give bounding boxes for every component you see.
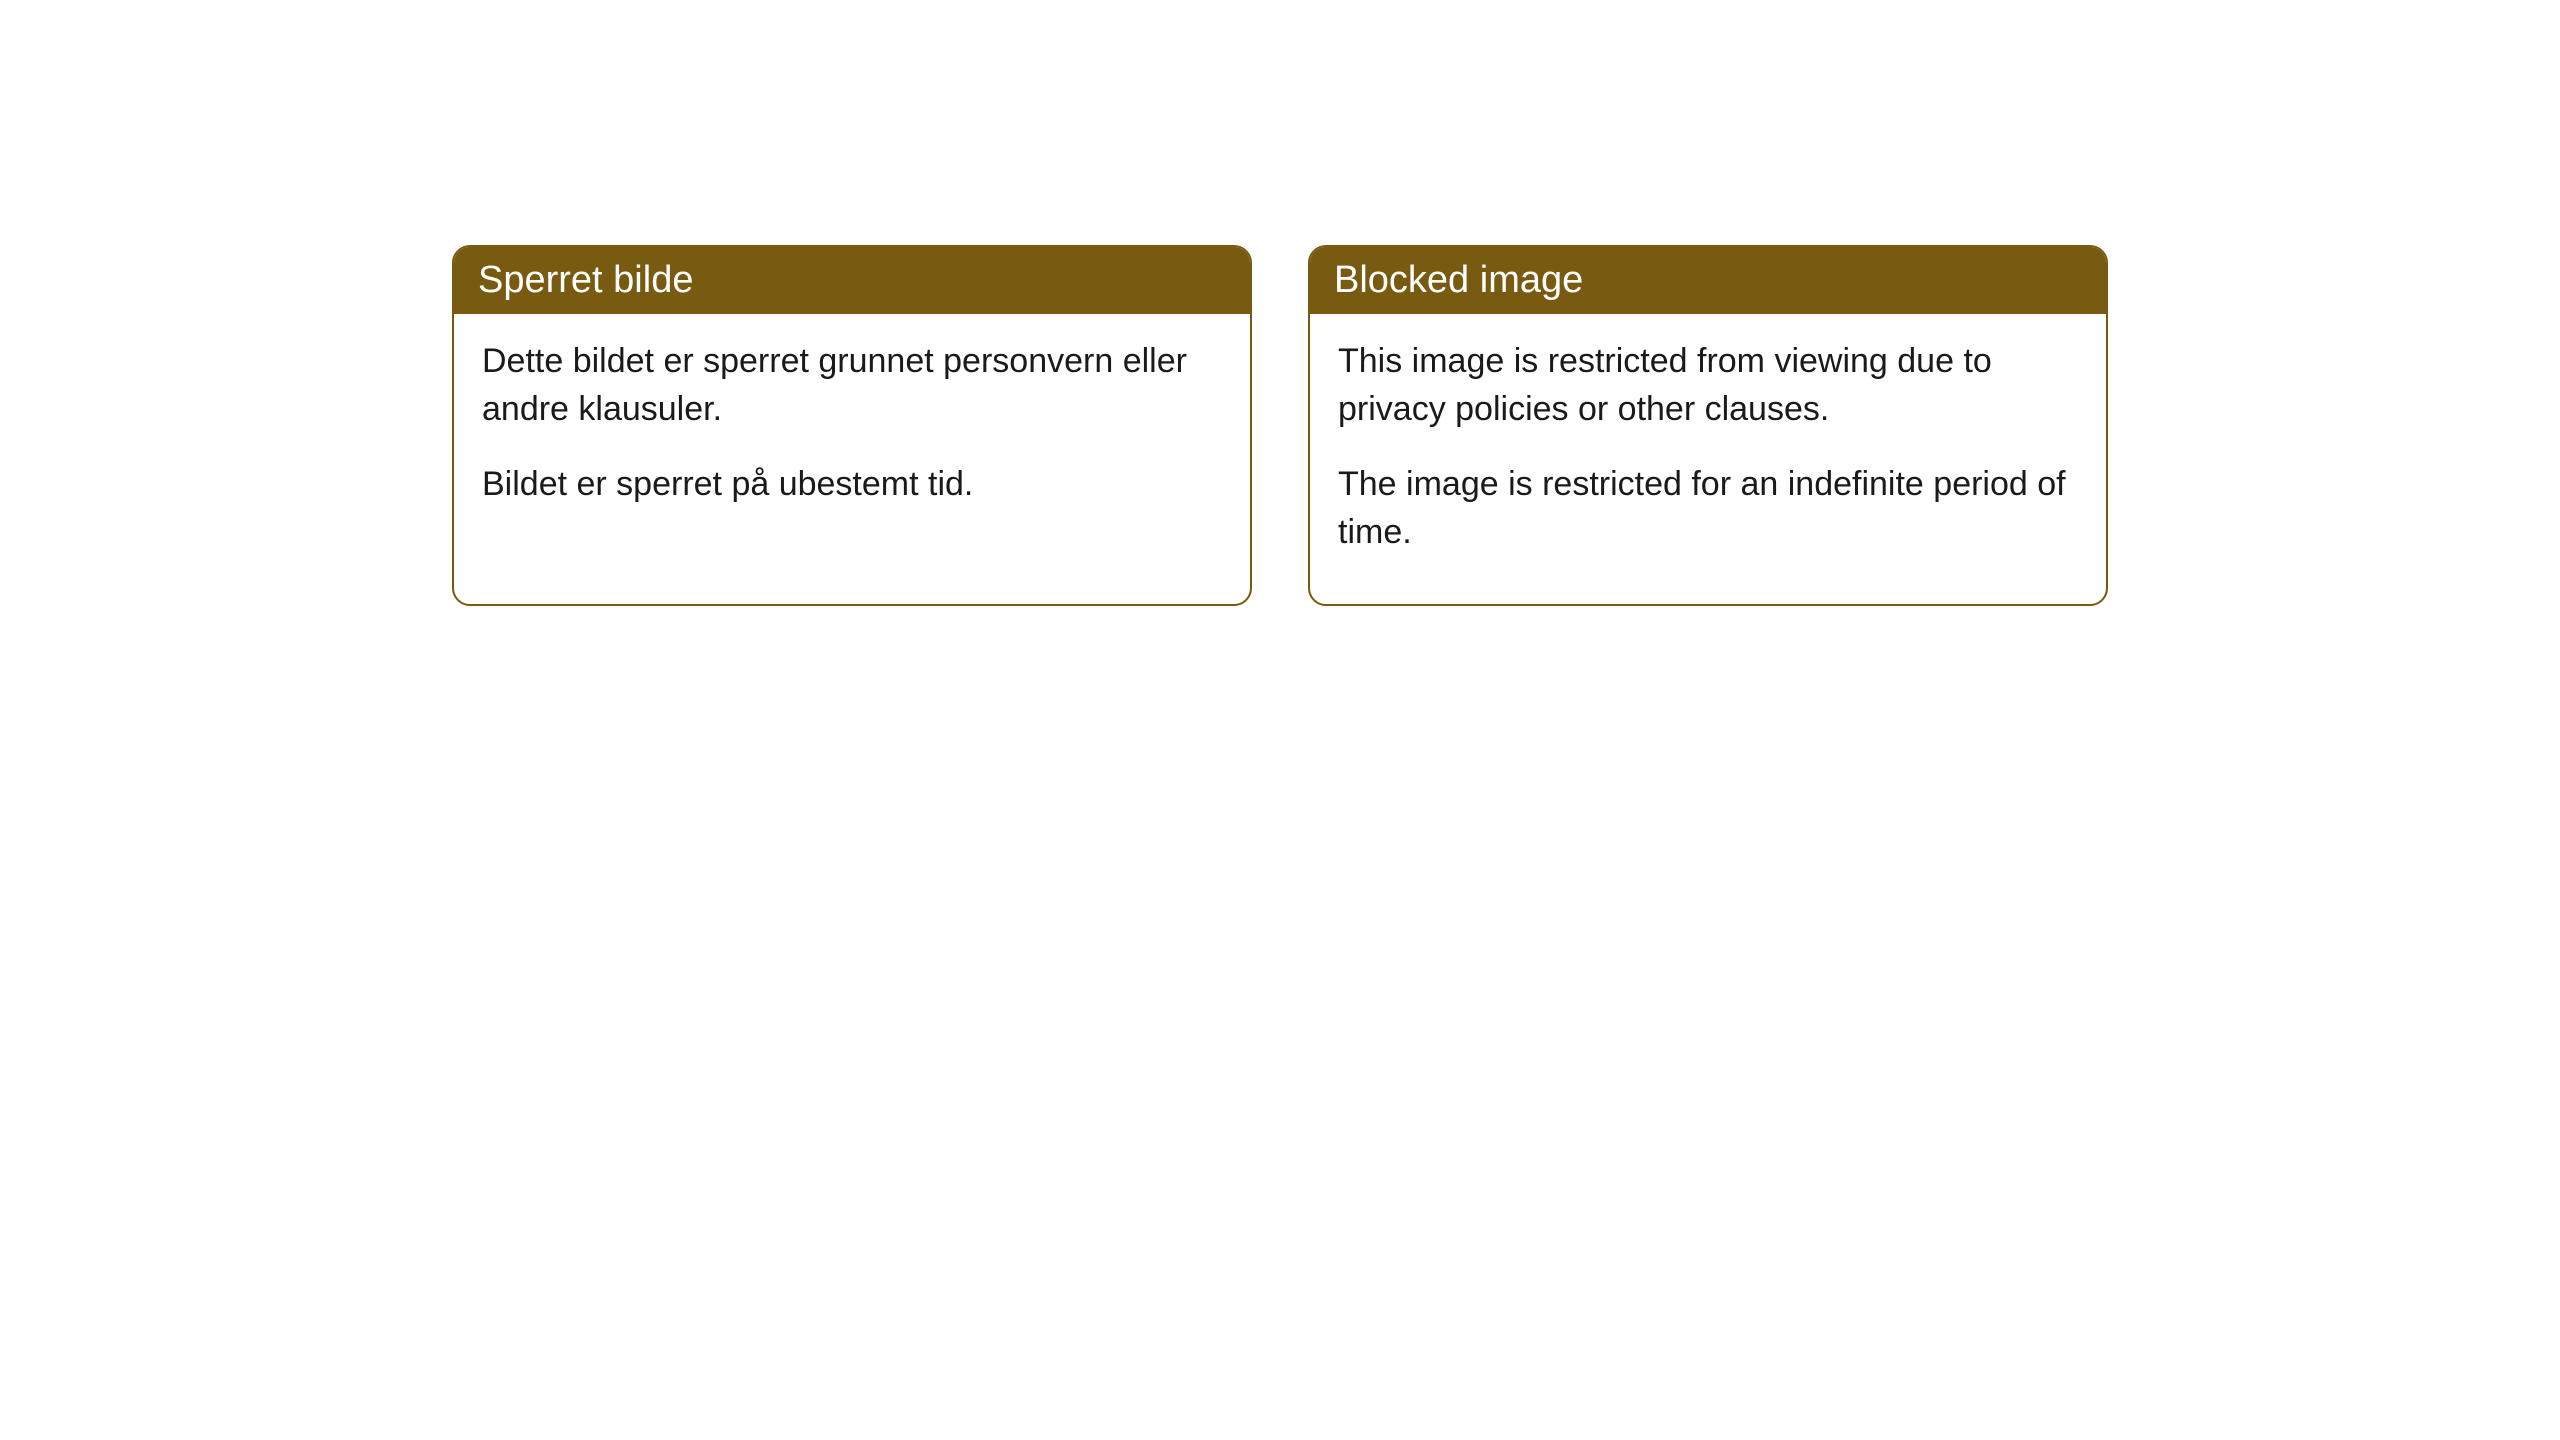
card-paragraph: This image is restricted from viewing du… <box>1338 338 2078 433</box>
card-paragraph: The image is restricted for an indefinit… <box>1338 461 2078 556</box>
card-title: Blocked image <box>1334 259 1583 301</box>
notice-cards-container: Sperret bilde Dette bildet er sperret gr… <box>452 245 2108 606</box>
card-header: Blocked image <box>1310 247 2106 314</box>
card-header: Sperret bilde <box>454 247 1250 314</box>
card-body: This image is restricted from viewing du… <box>1310 314 2106 604</box>
card-paragraph: Dette bildet er sperret grunnet personve… <box>482 338 1222 433</box>
blocked-image-card-en: Blocked image This image is restricted f… <box>1308 245 2108 606</box>
card-paragraph: Bildet er sperret på ubestemt tid. <box>482 461 1222 509</box>
blocked-image-card-no: Sperret bilde Dette bildet er sperret gr… <box>452 245 1252 606</box>
card-title: Sperret bilde <box>478 259 693 301</box>
card-body: Dette bildet er sperret grunnet personve… <box>454 314 1250 557</box>
